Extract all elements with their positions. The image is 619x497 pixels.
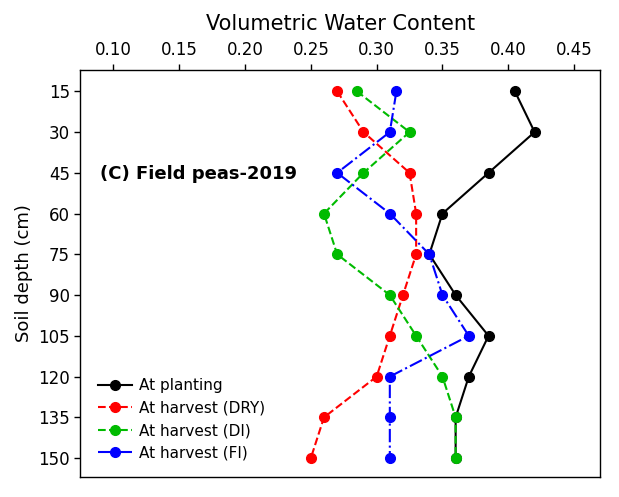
At harvest (DRY) — [373, 374, 380, 380]
At harvest (DI) — [452, 455, 459, 461]
At harvest (DI) — [353, 88, 361, 94]
Line: At harvest (FI): At harvest (FI) — [332, 86, 474, 463]
At harvest (DI) — [406, 129, 413, 135]
At planting — [452, 292, 459, 298]
At harvest (DRY) — [360, 129, 367, 135]
Line: At planting: At planting — [425, 86, 540, 463]
At harvest (FI) — [386, 414, 394, 420]
Legend: At planting, At harvest (DRY), At harvest (DI), At harvest (FI): At planting, At harvest (DRY), At harves… — [93, 373, 270, 465]
Line: At harvest (DI): At harvest (DI) — [319, 86, 461, 463]
Y-axis label: Soil depth (cm): Soil depth (cm) — [15, 204, 33, 342]
At harvest (FI) — [392, 88, 400, 94]
At harvest (FI) — [386, 129, 394, 135]
At planting — [426, 251, 433, 257]
At harvest (FI) — [386, 211, 394, 217]
At harvest (DRY) — [386, 333, 394, 339]
At harvest (DI) — [452, 414, 459, 420]
At planting — [485, 170, 492, 176]
Title: Volumetric Water Content: Volumetric Water Content — [206, 14, 475, 34]
At harvest (DRY) — [334, 88, 341, 94]
At harvest (DI) — [386, 292, 394, 298]
At harvest (FI) — [386, 455, 394, 461]
At harvest (DRY) — [307, 455, 314, 461]
At planting — [465, 374, 472, 380]
Text: (C) Field peas-2019: (C) Field peas-2019 — [100, 165, 297, 183]
At harvest (DI) — [412, 333, 420, 339]
At harvest (FI) — [386, 374, 394, 380]
At harvest (FI) — [439, 292, 446, 298]
At harvest (DRY) — [399, 292, 407, 298]
At harvest (DI) — [320, 211, 327, 217]
At harvest (DRY) — [320, 414, 327, 420]
At harvest (FI) — [426, 251, 433, 257]
At harvest (FI) — [465, 333, 472, 339]
Line: At harvest (DRY): At harvest (DRY) — [306, 86, 421, 463]
At harvest (FI) — [334, 170, 341, 176]
At planting — [485, 333, 492, 339]
At planting — [531, 129, 539, 135]
At planting — [452, 455, 459, 461]
At planting — [452, 414, 459, 420]
At planting — [439, 211, 446, 217]
At harvest (DRY) — [412, 251, 420, 257]
At harvest (DI) — [439, 374, 446, 380]
At harvest (DRY) — [406, 170, 413, 176]
At planting — [511, 88, 519, 94]
At harvest (DI) — [334, 251, 341, 257]
At harvest (DRY) — [412, 211, 420, 217]
At harvest (DI) — [360, 170, 367, 176]
